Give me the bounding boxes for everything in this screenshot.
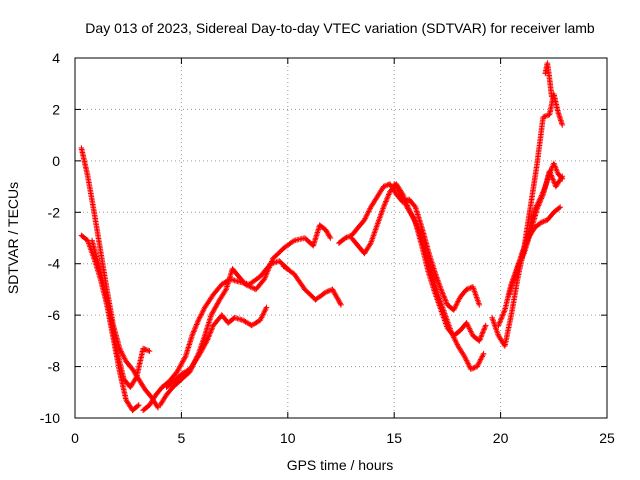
series-markers: [163, 304, 270, 390]
y-tick-label: 0: [52, 153, 60, 169]
series-markers: [542, 60, 555, 100]
series-markers: [140, 258, 291, 414]
series-markers: [391, 181, 487, 372]
plot-frame: [74, 57, 608, 419]
y-tick-label: 2: [52, 101, 60, 117]
grid: [75, 58, 607, 418]
x-tick-label: 10: [280, 430, 296, 446]
y-tick-label: -4: [48, 256, 61, 272]
series-markers: [519, 160, 566, 262]
series-track-10: [391, 181, 487, 372]
series-track-7: [280, 263, 344, 308]
y-tick-label: 4: [52, 50, 60, 66]
series-track-15: [542, 60, 555, 100]
x-tick-label: 25: [599, 430, 615, 446]
series-track-3: [89, 237, 153, 390]
y-tick-label: -10: [40, 410, 60, 426]
y-tick-label: -8: [48, 359, 61, 375]
series-markers: [336, 181, 483, 313]
series-markers: [280, 263, 344, 308]
series-markers: [89, 237, 153, 390]
axis-ticks: [74, 57, 608, 419]
tick-labels: 0 5 10 15 20 25 -10 -8 -6 -4 -2 0 2 4: [40, 50, 615, 446]
series-track-6: [163, 304, 270, 390]
x-tick-label: 15: [386, 430, 402, 446]
data-points: [78, 60, 566, 414]
x-tick-label: 20: [493, 430, 509, 446]
series-track-8: [336, 181, 483, 313]
series-track-4: [140, 258, 291, 414]
y-tick-label: -6: [48, 307, 61, 323]
x-axis-label: GPS time / hours: [287, 457, 394, 473]
x-tick-label: 5: [178, 430, 186, 446]
y-axis-label: SDTVAR / TECUs: [5, 182, 21, 294]
chart-title: Day 013 of 2023, Sidereal Day-to-day VTE…: [85, 20, 595, 36]
series-track-14: [519, 160, 566, 262]
y-tick-label: -2: [48, 204, 61, 220]
x-tick-label: 0: [71, 430, 79, 446]
